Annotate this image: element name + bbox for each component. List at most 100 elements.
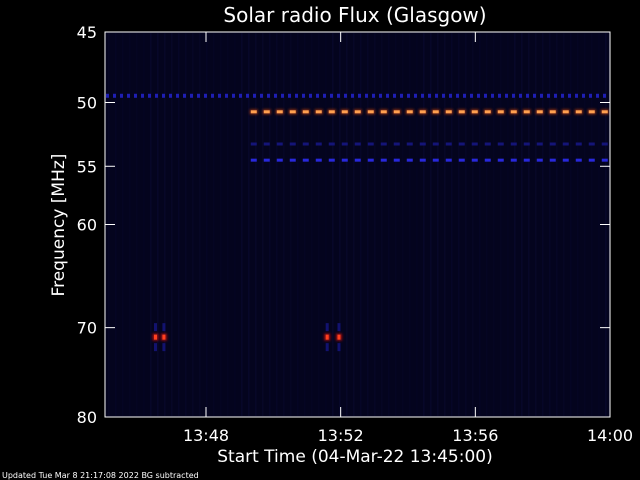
emission-dash (549, 158, 556, 162)
noise-stripe (535, 33, 537, 416)
emission-dash (523, 142, 530, 146)
burst-core (162, 334, 166, 340)
noise-stripe (213, 33, 215, 416)
noise-stripe (136, 33, 138, 416)
emission-dash (155, 93, 158, 98)
emission-dash (354, 110, 361, 114)
emission-dash (218, 93, 221, 98)
emission-dash (289, 110, 296, 114)
emission-dash (323, 93, 326, 98)
y-axis-label: Frequency [MHz] (49, 154, 69, 297)
x-tick-label: 14:00 (587, 426, 633, 445)
noise-stripe (192, 33, 194, 416)
emission-dash (211, 93, 214, 98)
emission-dash (127, 93, 130, 98)
emission-dash (601, 158, 608, 162)
noise-stripe (129, 33, 131, 416)
burst-trail (337, 343, 341, 352)
emission-dash (601, 142, 608, 146)
noise-stripe (353, 33, 355, 416)
noise-stripe (514, 33, 516, 416)
emission-dash (341, 110, 348, 114)
emission-dash (456, 93, 459, 98)
emission-dash (351, 93, 354, 98)
noise-stripe (199, 33, 201, 416)
emission-dash (354, 142, 361, 146)
radio-bursts (152, 323, 342, 352)
burst-spot (324, 323, 331, 352)
noise-stripe (171, 33, 173, 416)
emission-dash (497, 158, 504, 162)
emission-band (250, 142, 608, 146)
emission-dash (341, 142, 348, 146)
noise-stripe (227, 33, 229, 416)
noise-stripe (542, 33, 544, 416)
noise-stripe (549, 33, 551, 416)
emission-dash (239, 93, 242, 98)
emission-dash (289, 142, 296, 146)
noise-stripe (220, 33, 222, 416)
noise-stripe (269, 33, 271, 416)
noise-stripe (374, 33, 376, 416)
burst-core (325, 334, 329, 340)
emission-dash (445, 110, 452, 114)
emission-dash (204, 93, 207, 98)
emission-dash (484, 158, 491, 162)
emission-dash (536, 110, 543, 114)
emission-dash (328, 110, 335, 114)
y-tick-label: 55 (77, 157, 97, 176)
emission-dash (134, 93, 137, 98)
emission-dash (225, 93, 228, 98)
burst-spot (160, 323, 167, 352)
noise-stripe (283, 33, 285, 416)
emission-dash (458, 158, 465, 162)
emission-dash (250, 142, 257, 146)
emission-dash (176, 93, 179, 98)
emission-dash (267, 93, 270, 98)
chart-title: Solar radio Flux (Glasgow) (223, 3, 486, 27)
emission-dash (328, 158, 335, 162)
noise-stripe (276, 33, 278, 416)
emission-dash (497, 110, 504, 114)
noise-stripe (437, 33, 439, 416)
noise-stripe (122, 33, 124, 416)
emission-dash (435, 93, 438, 98)
noise-stripe (577, 33, 579, 416)
emission-dash (562, 158, 569, 162)
emission-dash (406, 158, 413, 162)
y-tick-label: 45 (77, 23, 97, 42)
emission-dash (491, 93, 494, 98)
emission-dash (505, 93, 508, 98)
y-tick-label: 50 (77, 94, 97, 113)
emission-dash (419, 110, 426, 114)
emission-dash (372, 93, 375, 98)
plot-area (105, 32, 610, 417)
emission-dash (197, 93, 200, 98)
emission-dash (367, 110, 374, 114)
noise-stripe (598, 33, 600, 416)
emission-dash (603, 93, 606, 98)
y-tick-label: 60 (77, 216, 97, 235)
emission-dash (428, 93, 431, 98)
noise-stripe (465, 33, 467, 416)
emission-dash (367, 158, 374, 162)
emission-dash (471, 158, 478, 162)
emission-dash (407, 93, 410, 98)
burst-trail (154, 343, 157, 352)
emission-dash (588, 158, 595, 162)
axis-ticks: 45 50 55 60 70 80 13:48 13:52 13:56 14:00 (77, 23, 633, 445)
emission-dash (120, 93, 123, 98)
noise-stripe (143, 33, 145, 416)
noise-stripe (458, 33, 460, 416)
burst-spot (335, 323, 342, 352)
noise-stripe (297, 33, 299, 416)
noise-stripe (339, 33, 341, 416)
emission-dash (561, 93, 564, 98)
emission-dash (549, 110, 556, 114)
emission-dash (276, 142, 283, 146)
emission-dash (288, 93, 291, 98)
emission-dash (484, 93, 487, 98)
emission-dash (575, 110, 582, 114)
emission-dash (549, 142, 556, 146)
emission-dash (568, 93, 571, 98)
